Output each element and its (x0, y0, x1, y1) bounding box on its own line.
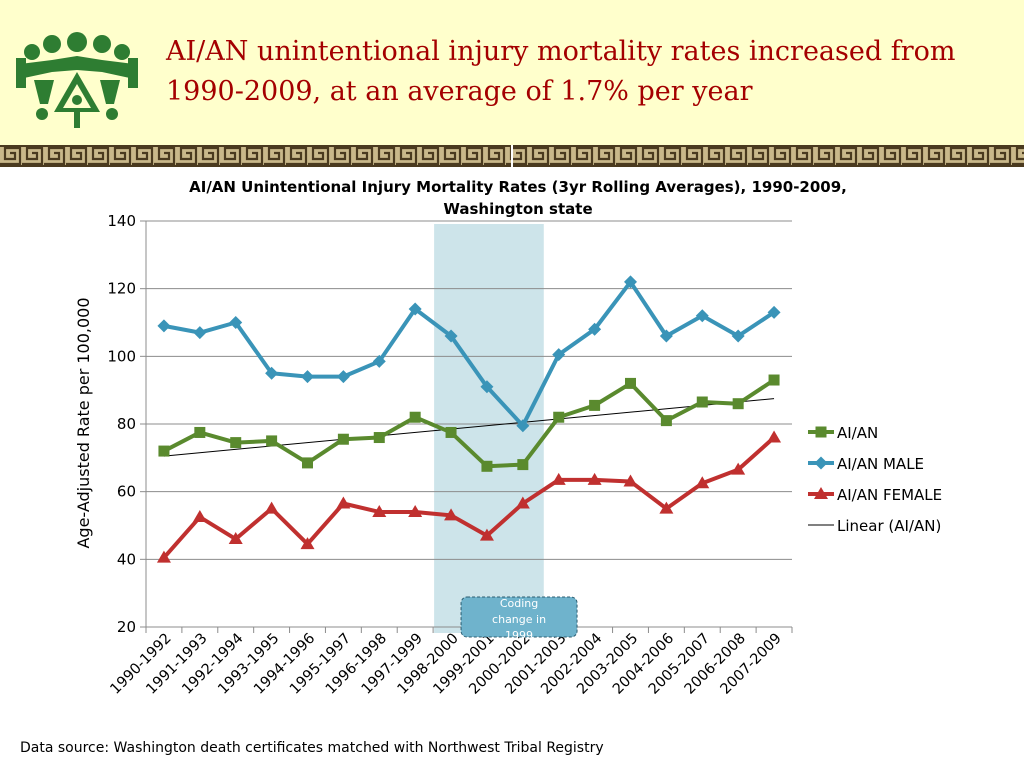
data-point (695, 476, 710, 489)
data-point (768, 374, 780, 386)
series-ai-an-female (156, 430, 782, 563)
legend-marker (815, 426, 827, 438)
series-ai-an (158, 374, 780, 472)
y-tick-label: 100 (107, 347, 136, 365)
page-title: AI/AN unintentional injury mortality rat… (166, 36, 956, 107)
data-point (336, 370, 350, 384)
y-axis-label: Age-Adjusted Rate per 100,000 (74, 297, 93, 548)
data-point (732, 398, 744, 410)
y-tick-label: 80 (117, 415, 136, 433)
line-chart: AI/AN Unintentional Injury Mortality Rat… (74, 178, 942, 698)
data-point (731, 462, 746, 475)
trendline-line (163, 398, 775, 457)
data-point (301, 370, 314, 384)
data-point (302, 457, 313, 469)
data-point (265, 366, 279, 380)
data-point (553, 411, 565, 423)
legend-item-ai-an-female: AI/AN FEMALE (808, 486, 942, 504)
note-text: change in (492, 613, 546, 626)
data-point (444, 508, 459, 521)
data-point (409, 411, 421, 423)
legend-item-ai-an: AI/AN (808, 424, 878, 442)
note-text: Coding (500, 597, 538, 610)
slide-header: AI/AN unintentional injury mortality rat… (0, 0, 1024, 145)
data-point (192, 510, 207, 523)
data-point (156, 550, 171, 563)
legend-label: Linear (AI/AN) (837, 517, 941, 535)
data-point (625, 377, 636, 389)
data-point (517, 459, 529, 471)
data-point (587, 472, 602, 485)
data-point (336, 496, 351, 509)
data-point (445, 426, 457, 438)
data-point (264, 501, 279, 514)
data-point (193, 326, 207, 340)
legend-label: AI/AN FEMALE (837, 486, 942, 504)
series-line (163, 378, 776, 469)
data-point (408, 302, 422, 316)
data-point (515, 496, 530, 509)
series-line (163, 279, 776, 428)
data-point (767, 430, 782, 443)
data-point (266, 435, 278, 447)
data-point (552, 348, 566, 362)
legend-label: AI/AN (837, 424, 878, 442)
data-point (696, 396, 708, 408)
data-point (408, 504, 423, 517)
data-point (373, 432, 385, 444)
y-tick-label: 120 (107, 280, 136, 298)
data-point (228, 532, 243, 545)
legend-marker (814, 487, 828, 499)
gridlines (146, 220, 792, 560)
data-point (588, 322, 602, 336)
data-point (659, 329, 673, 343)
data-point (623, 474, 638, 487)
data-point (695, 309, 709, 323)
tribal-logo-icon (16, 32, 138, 128)
trendline (163, 398, 775, 457)
legend-label: AI/AN MALE (837, 455, 924, 473)
series (156, 275, 782, 563)
y-tick-label: 60 (117, 483, 136, 501)
data-point (372, 504, 387, 517)
chart-title-line-1: AI/AN Unintentional Injury Mortality Rat… (189, 178, 847, 196)
legend-item-ai-an-male: AI/AN MALE (808, 455, 924, 473)
data-point (230, 437, 242, 449)
y-tick-label: 20 (117, 618, 136, 636)
data-point (516, 419, 530, 433)
data-point (480, 380, 494, 394)
data-point (372, 354, 386, 368)
decorative-border (0, 145, 1024, 167)
y-tick-label: 40 (117, 550, 136, 568)
legend-item-trendline: Linear (AI/AN) (808, 517, 941, 535)
y-tick-label: 140 (107, 212, 136, 230)
data-point (337, 433, 349, 445)
coding-change-note: Coding change in 1999 (460, 596, 578, 642)
data-point (731, 329, 745, 343)
data-point (767, 305, 781, 319)
data-point (194, 426, 206, 438)
note-text: 1999 (505, 629, 533, 642)
note-box (460, 596, 578, 638)
series-ai-an-male (157, 275, 781, 433)
data-source-note: Data source: Washington death certificat… (20, 740, 604, 756)
data-point (158, 445, 170, 457)
data-point (659, 501, 674, 514)
data-point (300, 537, 315, 550)
data-point (479, 528, 494, 541)
series-line (162, 436, 776, 559)
legend: AI/AN AI/AN MALE AI/AN FEMALE Linear (AI/AN… (808, 424, 942, 535)
data-point (624, 275, 637, 289)
data-point (157, 319, 171, 333)
legend-marker (814, 456, 828, 470)
chart-title-line-2: Washington state (443, 200, 592, 218)
data-point (229, 316, 243, 329)
data-point (589, 399, 601, 411)
data-point (481, 460, 493, 472)
data-point (444, 329, 458, 343)
data-point (551, 472, 566, 485)
data-point (660, 415, 672, 427)
